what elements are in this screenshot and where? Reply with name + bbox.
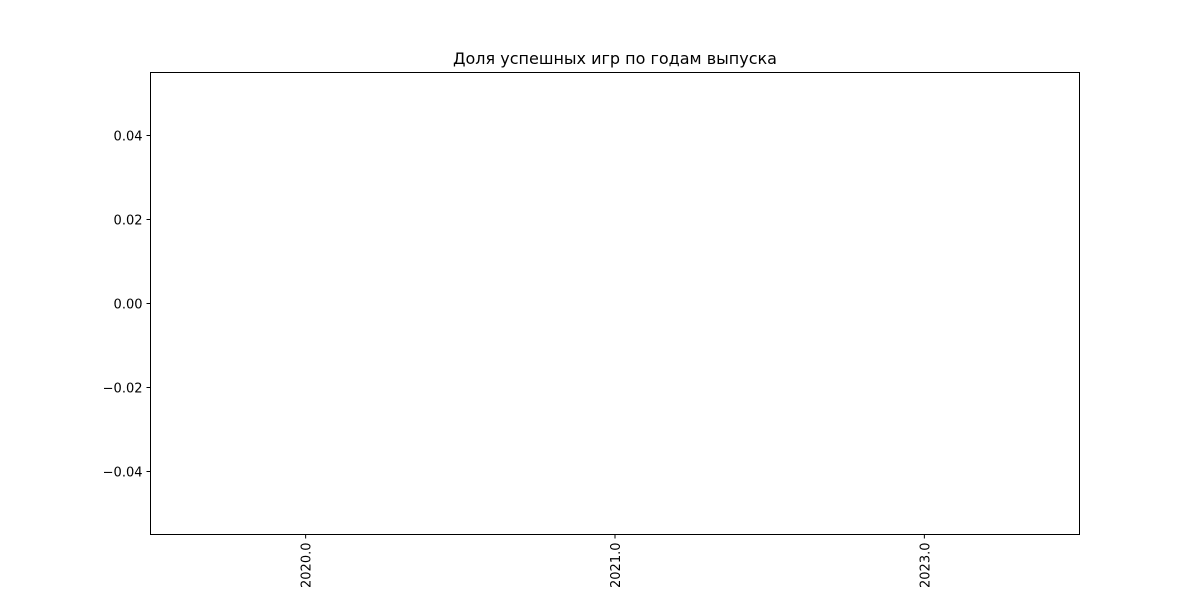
x-tick-label: 2021.0 [609,543,624,589]
x-tick-label: 2020.0 [300,543,315,589]
chart-title: Доля успешных игр по годам выпуска [453,49,777,68]
y-tick-label: −0.02 [103,382,143,397]
y-tick-label: −0.04 [103,466,143,481]
y-tick-label: 0.02 [114,214,143,229]
x-tick-label: 2023.0 [918,543,933,589]
y-tick-label: 0.00 [114,298,143,313]
y-tick-label: 0.04 [114,130,143,145]
x-axis: 2020.0 2021.0 2023.0 [300,534,933,589]
y-axis: 0.04 0.02 0.00 −0.02 −0.04 [103,130,151,481]
plot-area [150,72,1080,535]
